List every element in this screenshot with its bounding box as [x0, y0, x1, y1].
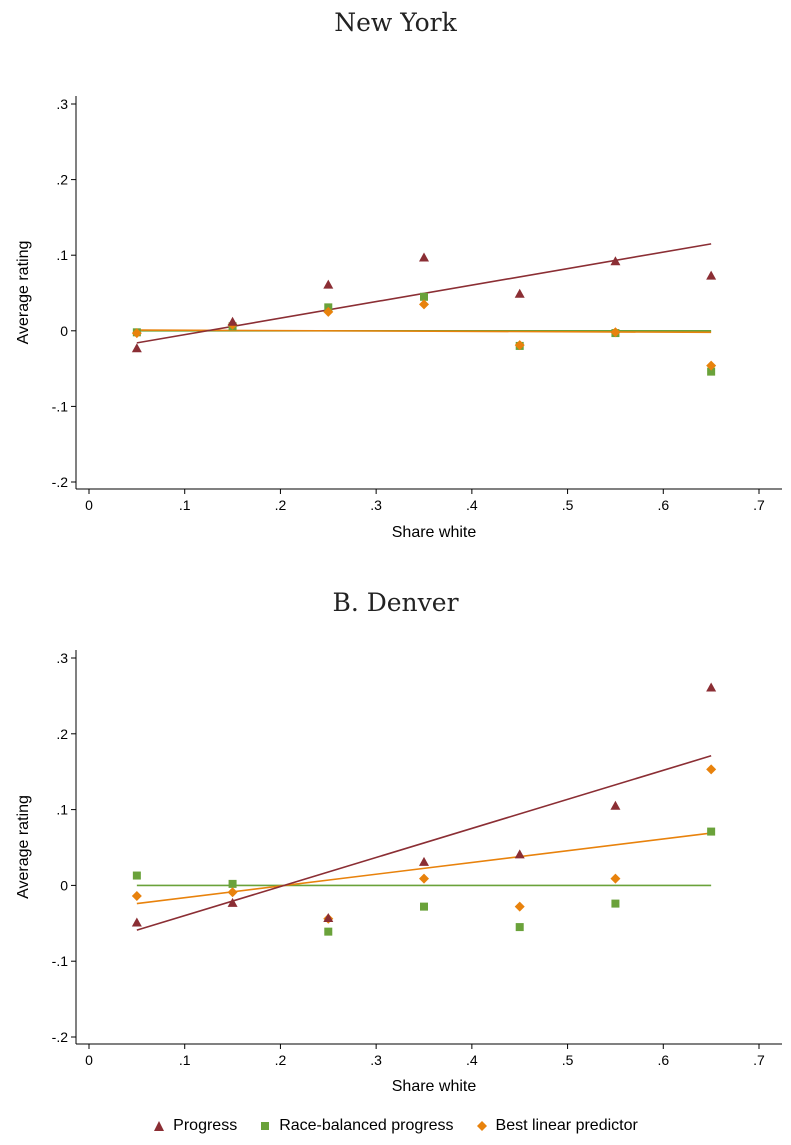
x-tick-label: .7	[753, 497, 765, 513]
data-point-best-linear	[419, 873, 429, 884]
chart-title: New York	[334, 8, 457, 37]
data-point-best-linear	[514, 340, 525, 351]
legend-item-best-linear: Best linear predictor	[476, 1117, 638, 1135]
data-point-best-linear	[227, 887, 238, 898]
chart-panel-denver: B. Denver -.2 -.1 0 .1 .2 .3 0 .1 .2 .3 .4 .5 .6 .7 Sh…	[0, 570, 791, 1110]
data-point-progress	[323, 912, 334, 922]
legend-item-progress: Progress	[153, 1117, 237, 1135]
data-point-race-balanced	[132, 871, 141, 880]
y-tick-label: -.1	[52, 953, 69, 969]
data-point-progress	[706, 682, 717, 692]
data-point-race-balanced	[420, 292, 428, 301]
data-point-progress	[514, 849, 525, 859]
data-point-progress	[227, 897, 238, 907]
data-point-best-linear	[323, 306, 334, 317]
triangle-marker-icon	[154, 1121, 165, 1131]
y-tick-label: 0	[60, 323, 68, 339]
legend-label: Progress	[173, 1117, 238, 1134]
data-point-best-linear	[610, 873, 621, 884]
x-tick-label: .3	[370, 497, 382, 513]
data-point-race-balanced	[515, 923, 524, 932]
data-point-race-balanced	[420, 902, 428, 911]
x-tick-label: .5	[562, 1052, 574, 1068]
x-tick-label: .2	[275, 1052, 287, 1068]
data-point-progress	[131, 917, 142, 927]
x-tick-label: .2	[275, 497, 287, 513]
legend-marker	[154, 1121, 165, 1131]
data-point-best-linear	[706, 764, 717, 775]
y-tick-label: -.2	[52, 474, 69, 490]
chart-legend: Progress Race-balanced progress Best lin…	[0, 1111, 791, 1141]
data-point-best-linear	[131, 328, 142, 339]
data-point-progress	[610, 800, 621, 810]
data-point-best-linear	[706, 360, 717, 371]
legend-marker	[261, 1122, 270, 1130]
legend-label: Race-balanced progress	[279, 1117, 454, 1134]
y-tick-label: -.1	[52, 398, 69, 414]
data-point-race-balanced	[707, 827, 716, 836]
data-point-progress	[514, 288, 525, 298]
chart-title: B. Denver	[332, 588, 459, 617]
data-point-best-linear	[419, 299, 429, 310]
scatter-chart-new-york: -.2 -.1 0 .1 .2 .3 0 .1 .2 .3 .4 .5 .6 .7 Share white A…	[15, 96, 782, 541]
legend-marker	[476, 1121, 487, 1131]
square-marker-icon	[261, 1122, 270, 1130]
y-tick-label: -.2	[52, 1029, 69, 1045]
data-point-best-linear	[131, 891, 142, 902]
data-point-best-linear	[610, 327, 621, 338]
data-point-race-balanced	[707, 367, 716, 376]
x-tick-label: .6	[657, 1052, 669, 1068]
data-point-race-balanced	[324, 927, 333, 936]
data-point-race-balanced	[611, 899, 620, 908]
x-tick-label: 0	[85, 497, 93, 513]
x-tick-label: 0	[85, 1052, 93, 1068]
x-tick-label: .1	[179, 1052, 191, 1068]
data-point-progress	[419, 856, 429, 866]
x-axis-label: Share white	[392, 1078, 477, 1095]
y-tick-label: .2	[56, 726, 68, 742]
y-tick-label: .3	[56, 650, 68, 666]
y-tick-label: .1	[56, 247, 68, 263]
data-point-best-linear	[514, 901, 525, 912]
x-tick-label: .7	[753, 1052, 765, 1068]
data-point-progress	[610, 256, 621, 266]
x-tick-label: .3	[370, 1052, 382, 1068]
y-tick-label: 0	[60, 877, 68, 893]
legend-label: Best linear predictor	[495, 1117, 638, 1134]
y-axis-label: Average rating	[15, 795, 32, 899]
y-tick-label: .3	[56, 96, 68, 112]
chart-panel-new-york: New York -.2 -.1 0 .1 .2 .3 0 .1 .2 .3 .4 .5 .6 .7 Sha…	[0, 0, 791, 570]
y-tick-label: .2	[56, 172, 68, 188]
x-tick-label: .4	[466, 497, 478, 513]
data-point-progress	[323, 279, 334, 289]
x-tick-label: .5	[562, 497, 574, 513]
legend-item-race-balanced: Race-balanced progress	[259, 1117, 454, 1135]
x-tick-label: .4	[466, 1052, 478, 1068]
x-tick-label: .6	[657, 497, 669, 513]
y-axis-label: Average rating	[15, 241, 32, 345]
data-point-race-balanced	[228, 879, 237, 888]
x-tick-label: .1	[179, 497, 191, 513]
x-axis-label: Share white	[392, 524, 477, 541]
data-point-progress	[419, 252, 429, 262]
data-point-progress	[227, 316, 238, 326]
diamond-marker-icon	[476, 1121, 487, 1131]
scatter-chart-denver: -.2 -.1 0 .1 .2 .3 0 .1 .2 .3 .4 .5 .6 .7 Share white A…	[15, 650, 782, 1095]
data-point-progress	[706, 270, 717, 280]
data-point-progress	[131, 343, 142, 353]
y-tick-label: .1	[56, 802, 68, 818]
